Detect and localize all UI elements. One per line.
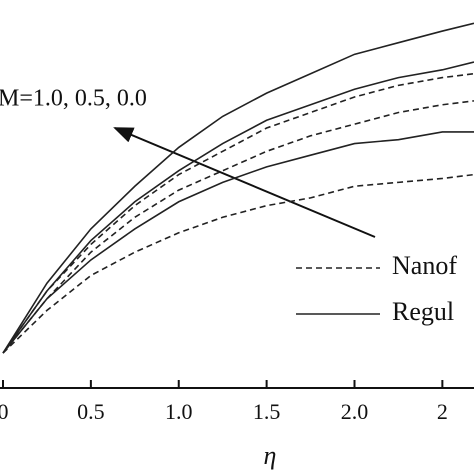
x-tick-label: 1.0 [165, 399, 193, 424]
annotation: M=1.0, 0.5, 0.0 [0, 86, 147, 112]
line-series [2, 100, 474, 354]
x-axis-label: η [264, 441, 277, 470]
x-tick-label: 2 [437, 399, 448, 424]
x-tick-label: 2.0 [341, 399, 369, 424]
legend-label: Nanof [392, 251, 457, 280]
annotation-arrow [113, 127, 376, 238]
line-series [2, 22, 474, 354]
line-series [2, 131, 474, 354]
line-series [2, 61, 474, 354]
line-series [2, 173, 474, 354]
x-tick-label: 0 [0, 399, 9, 424]
legend-label: Regul [392, 297, 454, 326]
x-tick-label: 1.5 [253, 399, 281, 424]
x-tick-label: 0.5 [77, 399, 105, 424]
